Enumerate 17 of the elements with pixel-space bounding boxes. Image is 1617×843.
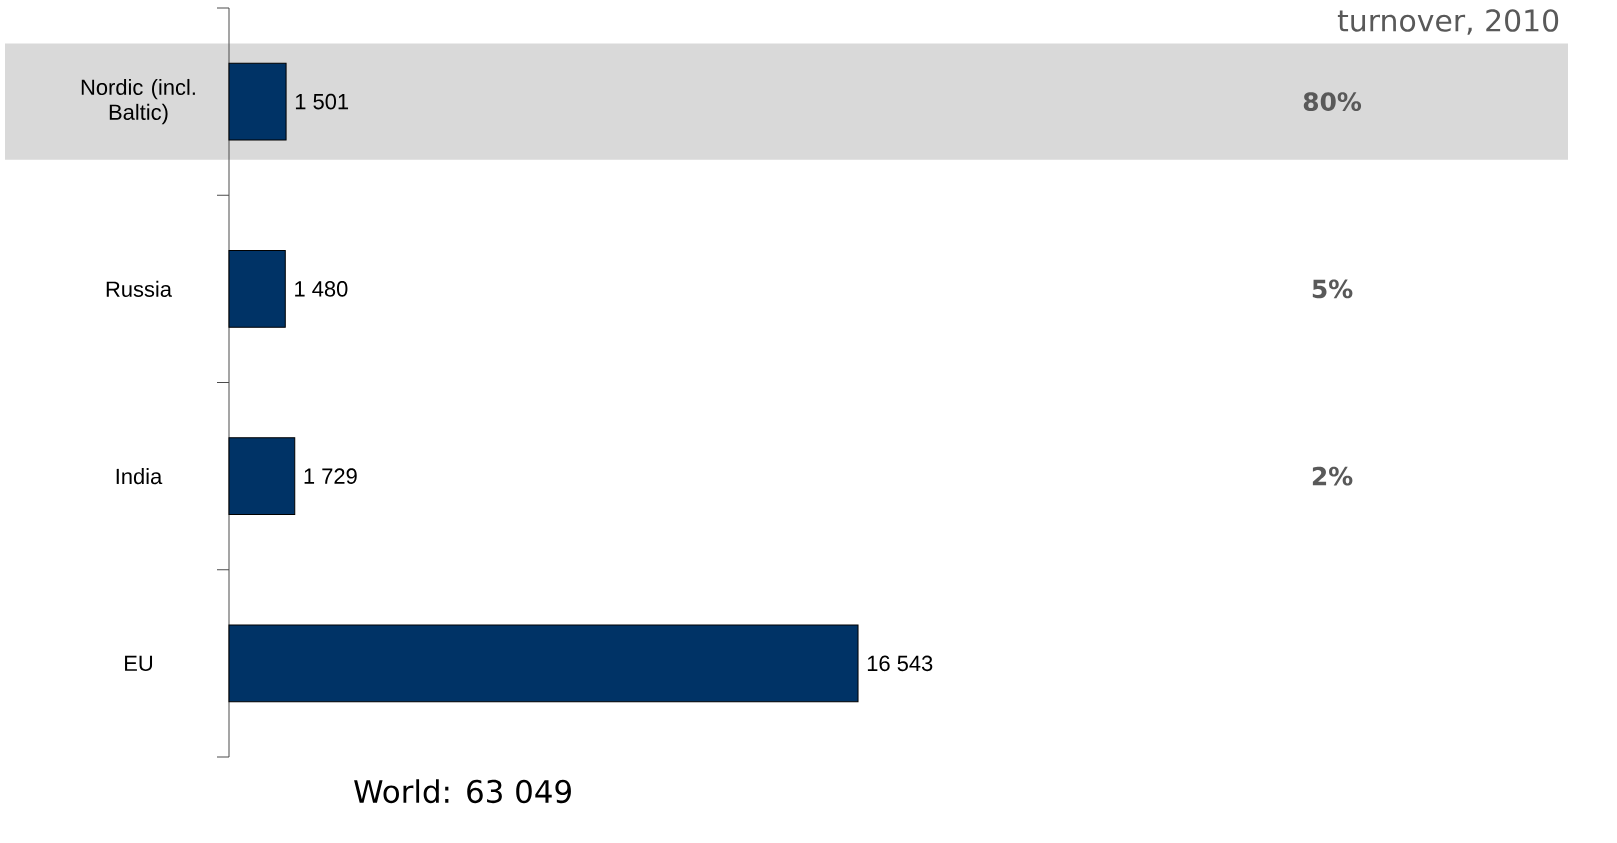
bar [228,62,287,141]
text: World: 63 049 [354,779,571,804]
bar [228,624,859,703]
data-label: 16 543 [867,655,933,672]
text: 5% [1312,279,1353,299]
bar [228,249,286,328]
y-tick-label: EU [125,655,153,672]
data-label: 1 501 [295,93,349,110]
data-label: 1 480 [295,281,348,297]
text: 2% [1312,466,1353,486]
data-label: 1 729 [304,468,357,484]
y-tick-label: Nordic (incl. Baltic) [81,78,195,125]
text: 80% [1303,92,1362,112]
bar [228,437,296,516]
text: turnover, 2010 [1337,9,1559,35]
y-tick-label: India [116,468,163,485]
y-tick-label: Russia [106,280,172,297]
